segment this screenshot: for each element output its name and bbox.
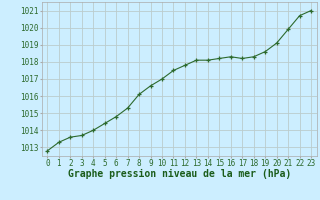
X-axis label: Graphe pression niveau de la mer (hPa): Graphe pression niveau de la mer (hPa) (68, 169, 291, 179)
